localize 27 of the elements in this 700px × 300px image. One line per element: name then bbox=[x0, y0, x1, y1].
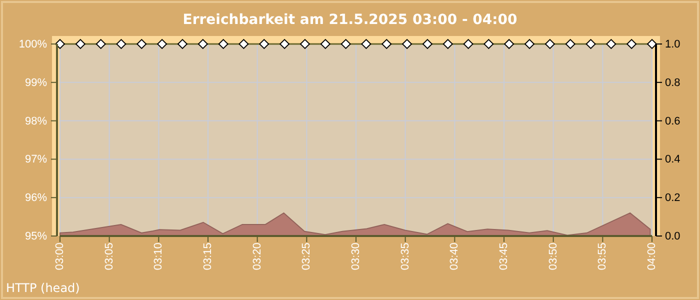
x-tick-label: 03:10 bbox=[152, 242, 165, 270]
y-tick-label: 98% bbox=[24, 115, 48, 128]
y2-tick-label: 0.2 bbox=[665, 192, 680, 204]
x-tick-label: 03:50 bbox=[547, 242, 560, 270]
x-tick-label: 03:05 bbox=[103, 242, 116, 270]
chart-title: Erreichbarkeit am 21.5.2025 03:00 - 04:00 bbox=[182, 12, 518, 28]
x-tick-label: 03:15 bbox=[202, 242, 214, 270]
x-tick-label: 03:00 bbox=[54, 242, 66, 270]
x-tick-label: 03:30 bbox=[350, 242, 362, 270]
x-tick-label: 03:40 bbox=[448, 242, 461, 270]
y2-tick-label: 1.0 bbox=[665, 38, 680, 51]
y2-tick-label: 0.8 bbox=[665, 76, 680, 89]
x-tick-label: 03:55 bbox=[596, 242, 609, 270]
y2-tick-label: 0.6 bbox=[665, 115, 680, 128]
x-tick-label: 03:20 bbox=[251, 242, 264, 270]
y-tick-label: 95% bbox=[24, 230, 48, 243]
x-tick-label: 03:45 bbox=[498, 242, 510, 270]
x-tick-label: 04:00 bbox=[646, 242, 658, 270]
y-tick-label: 99% bbox=[24, 76, 48, 89]
y2-tick-label: 0.4 bbox=[665, 154, 680, 166]
y-tick-label: 97% bbox=[24, 154, 48, 166]
y-tick-label: 96% bbox=[24, 192, 48, 204]
x-tick-label: 03:35 bbox=[399, 242, 412, 270]
x-tick-label: 03:25 bbox=[300, 242, 313, 270]
y-tick-label: 100% bbox=[18, 38, 48, 51]
y2-tick-label: 0.0 bbox=[665, 230, 680, 243]
text: HTTP (head) bbox=[6, 281, 80, 295]
